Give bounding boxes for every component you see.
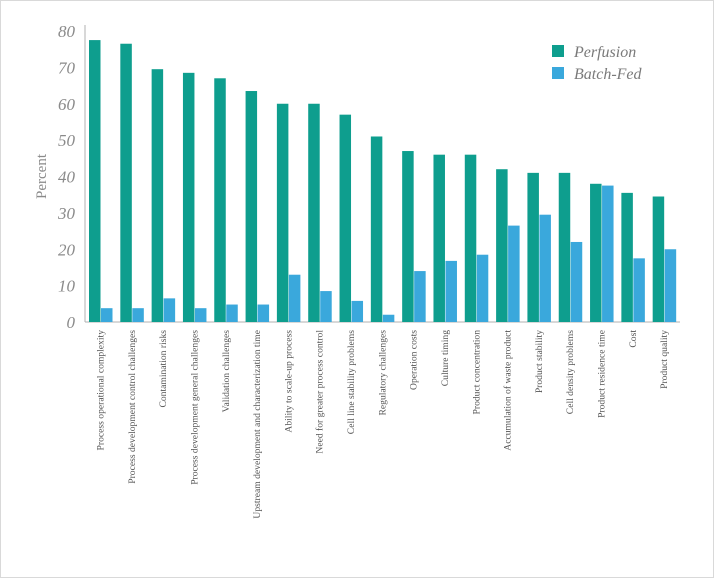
bar-perfusion	[558, 172, 571, 322]
y-axis-title: Percent	[34, 153, 50, 199]
y-tick-label: 30	[57, 204, 76, 223]
x-category-label: Upstream development and characterizatio…	[252, 330, 263, 519]
bar-perfusion	[370, 136, 383, 322]
x-category-label: Accumulation of waste product	[503, 330, 514, 451]
bar-batch-fed	[570, 241, 583, 322]
bar-perfusion	[339, 114, 352, 322]
legend-swatch-batch-fed	[552, 67, 564, 79]
x-category-label: Process operational complexity	[96, 330, 107, 451]
x-category-label: Need for greater process control	[315, 330, 326, 454]
y-tick-label: 40	[58, 168, 76, 187]
bar-perfusion	[621, 192, 633, 322]
bar-batch-fed	[257, 304, 270, 322]
bar-batch-fed	[476, 254, 489, 322]
bar-batch-fed	[602, 185, 614, 322]
legend-label-batch-fed: Batch-Fed	[574, 66, 643, 83]
category-labels: Process operational complexity Process de…	[96, 330, 671, 519]
legend: Perfusion Batch-Fed	[552, 44, 643, 83]
bar-batch-fed	[194, 308, 207, 322]
x-category-label: Regulatory challenges	[377, 330, 388, 416]
bar-perfusion	[464, 154, 477, 322]
bar-batch-fed	[414, 271, 426, 322]
bar-perfusion	[276, 103, 289, 322]
y-tick-label: 10	[58, 277, 76, 296]
bar-batch-fed	[320, 291, 332, 322]
bar-batch-fed	[382, 314, 395, 322]
bar-perfusion	[527, 172, 539, 322]
bar-perfusion	[151, 69, 164, 322]
bar-perfusion	[245, 91, 258, 323]
bar-perfusion	[496, 169, 508, 322]
legend-label-perfusion: Perfusion	[573, 44, 636, 61]
x-category-label: Process development control challenges	[127, 330, 138, 484]
x-category-label: Operation costs	[409, 330, 420, 390]
bar-batch-fed	[351, 300, 364, 322]
x-category-label: Cell density problems	[565, 330, 576, 414]
y-tick-label: 80	[58, 22, 76, 41]
bar-batch-fed	[664, 249, 677, 322]
x-category-label: Process development general challenges	[189, 330, 200, 485]
y-tick-label: 0	[67, 313, 76, 332]
x-category-label: Product residence time	[597, 330, 608, 418]
bar-batch-fed	[445, 260, 457, 322]
bar-perfusion	[182, 72, 195, 322]
legend-swatch-perfusion	[552, 45, 564, 57]
x-category-label: Culture timing	[440, 330, 451, 386]
y-tick-label: 20	[58, 240, 76, 259]
bar-perfusion	[308, 103, 320, 322]
bar-batch-fed	[101, 308, 113, 322]
bars	[89, 40, 677, 323]
bar-perfusion	[89, 40, 101, 323]
bar-batch-fed	[508, 225, 520, 322]
bar-batch-fed	[132, 308, 144, 322]
x-category-label: Contamination risks	[158, 330, 169, 408]
y-tick-label: 70	[58, 58, 76, 77]
bar-batch-fed	[633, 258, 645, 322]
bar-batch-fed	[288, 274, 301, 322]
bar-perfusion	[433, 154, 445, 322]
x-category-label: Validation challenges	[221, 330, 232, 413]
x-category-label: Product stability	[534, 330, 545, 393]
bar-perfusion	[214, 78, 226, 322]
x-category-label: Ability to scale-up process	[283, 330, 294, 433]
y-tick-label: 50	[58, 131, 76, 150]
x-category-label: Cell line stability problems	[346, 330, 357, 434]
x-category-label: Product concentration	[471, 330, 482, 415]
bar-perfusion	[590, 183, 602, 322]
bar-batch-fed	[226, 304, 238, 322]
y-tick-label: 60	[58, 95, 76, 114]
x-category-label: Product quality	[659, 330, 670, 389]
bar-perfusion	[120, 43, 132, 322]
x-category-label: Cost	[628, 330, 639, 348]
bar-perfusion	[402, 151, 414, 322]
bar-batch-fed	[163, 298, 176, 322]
bar-perfusion	[652, 196, 665, 322]
bar-batch-fed	[539, 214, 551, 322]
